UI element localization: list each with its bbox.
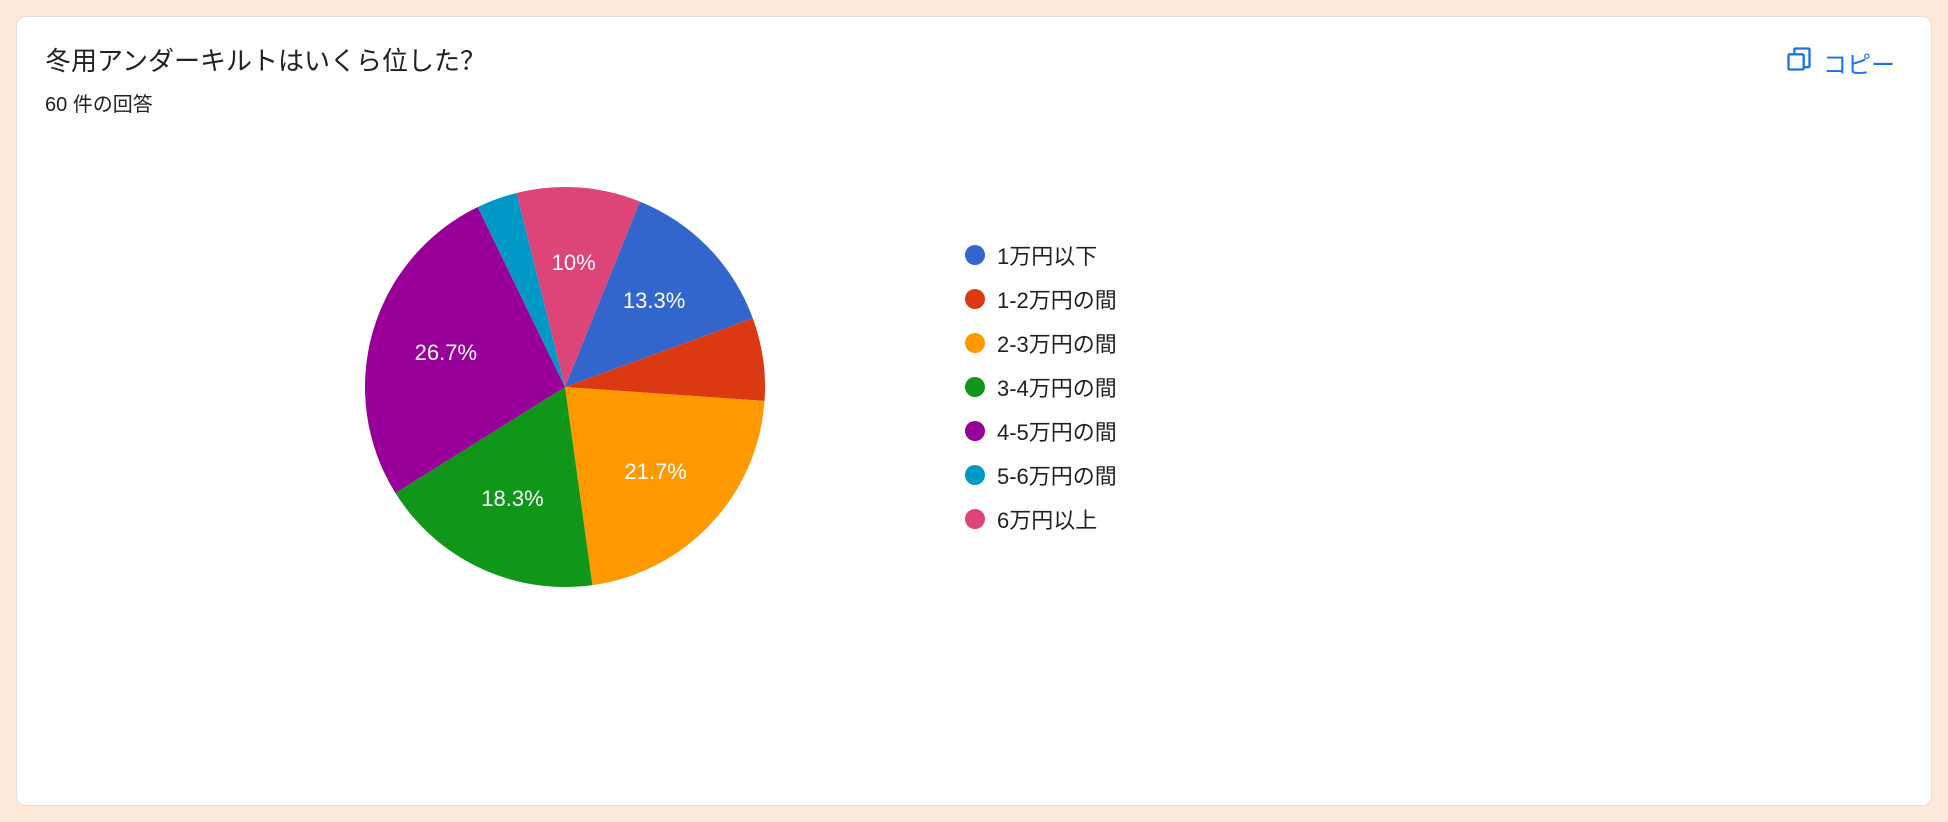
legend-label: 4-5万円の間 [997, 415, 1117, 447]
legend-label: 5-6万円の間 [997, 459, 1117, 491]
slice-label: 21.7% [624, 459, 686, 485]
chart-area: 13.3% 21.7% 18.3% 26.7% 10% 1万円以下 1-2万円の間 2-3万… [45, 167, 1903, 607]
legend-label: 6万円以上 [997, 503, 1097, 535]
title-block: 冬用アンダーキルトはいくら位した？ 60 件の回答 [45, 41, 486, 117]
copy-label: コピー [1823, 45, 1895, 80]
legend-label: 1-2万円の間 [997, 283, 1117, 315]
legend-item[interactable]: 4-5万円の間 [965, 415, 1117, 447]
slice-label: 26.7% [415, 340, 477, 366]
copy-button[interactable]: コピー [1777, 41, 1903, 84]
legend-item[interactable]: 1-2万円の間 [965, 283, 1117, 315]
survey-card: 冬用アンダーキルトはいくら位した？ 60 件の回答 コピー 13.3% 21.7%… [16, 16, 1932, 806]
legend-dot [965, 421, 985, 441]
legend-dot [965, 509, 985, 529]
legend-item[interactable]: 5-6万円の間 [965, 459, 1117, 491]
legend-item[interactable]: 1万円以下 [965, 239, 1117, 271]
legend-item[interactable]: 3-4万円の間 [965, 371, 1117, 403]
pie-chart: 13.3% 21.7% 18.3% 26.7% 10% [345, 167, 785, 607]
legend-dot [965, 333, 985, 353]
slice-label: 18.3% [481, 486, 543, 512]
slice-label: 13.3% [623, 288, 685, 314]
response-count: 60 件の回答 [45, 88, 486, 117]
copy-icon [1785, 45, 1813, 80]
legend-item[interactable]: 6万円以上 [965, 503, 1117, 535]
legend: 1万円以下 1-2万円の間 2-3万円の間 3-4万円の間 4-5万円の間 5-6万円の間… [965, 239, 1117, 535]
legend-dot [965, 289, 985, 309]
question-title: 冬用アンダーキルトはいくら位した？ [45, 41, 486, 78]
legend-dot [965, 465, 985, 485]
card-header: 冬用アンダーキルトはいくら位した？ 60 件の回答 コピー [45, 41, 1903, 117]
legend-label: 2-3万円の間 [997, 327, 1117, 359]
legend-dot [965, 377, 985, 397]
legend-dot [965, 245, 985, 265]
legend-item[interactable]: 2-3万円の間 [965, 327, 1117, 359]
pie-slice[interactable] [565, 387, 765, 585]
legend-label: 1万円以下 [997, 239, 1097, 271]
slice-label: 10% [552, 250, 596, 276]
legend-label: 3-4万円の間 [997, 371, 1117, 403]
